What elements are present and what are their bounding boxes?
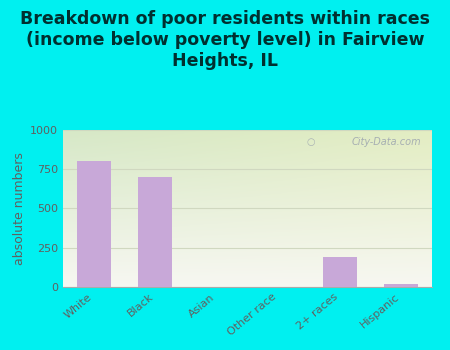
Text: Breakdown of poor residents within races
(income below poverty level) in Fairvie: Breakdown of poor residents within races… bbox=[20, 10, 430, 70]
Text: City-Data.com: City-Data.com bbox=[351, 137, 421, 147]
Text: ○: ○ bbox=[306, 136, 315, 147]
Bar bbox=[323, 257, 357, 287]
Y-axis label: absolute numbers: absolute numbers bbox=[13, 152, 26, 265]
Bar bbox=[384, 284, 418, 287]
Bar bbox=[138, 177, 172, 287]
Bar bbox=[77, 161, 111, 287]
